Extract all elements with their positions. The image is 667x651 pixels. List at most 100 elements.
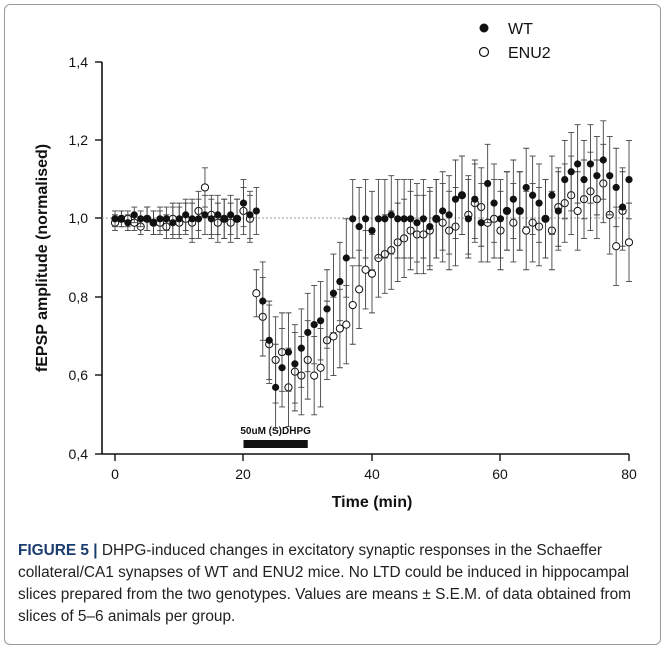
- x-tick-label: 40: [364, 466, 380, 482]
- y-tick-label: 1,4: [69, 54, 89, 70]
- data-point-wt: [496, 215, 505, 223]
- y-tick-label: 0,6: [69, 367, 89, 383]
- y-axis-title: fEPSP amplitude (normalised): [34, 144, 51, 372]
- data-point-wt: [246, 211, 254, 219]
- data-point-wt: [432, 215, 440, 223]
- data-point-enu2: [310, 371, 319, 380]
- data-point-enu2: [200, 183, 210, 192]
- drug-application-bar: [243, 440, 308, 448]
- data-point-enu2: [522, 226, 531, 235]
- data-point-wt: [503, 207, 511, 215]
- x-tick-label: 0: [111, 466, 119, 482]
- data-point-wt: [323, 305, 331, 313]
- y-tick-label: 1,2: [69, 132, 89, 148]
- data-point-wt: [522, 183, 530, 192]
- data-point-wt: [297, 344, 305, 352]
- data-point-enu2: [342, 320, 351, 329]
- data-point-wt: [117, 215, 126, 223]
- data-point-enu2: [329, 332, 338, 341]
- data-point-wt: [111, 215, 119, 223]
- data-point-wt: [156, 215, 164, 223]
- data-point-wt: [426, 223, 434, 231]
- x-tick-label: 60: [492, 466, 508, 482]
- data-point-wt: [548, 191, 556, 199]
- data-point-wt: [233, 215, 241, 223]
- data-point-wt: [606, 172, 614, 180]
- y-tick-label: 0,8: [69, 289, 89, 305]
- data-point-wt: [368, 226, 376, 235]
- data-point-wt: [175, 215, 183, 223]
- data-point-wt: [477, 219, 485, 227]
- data-point-wt: [599, 156, 607, 164]
- data-point-enu2: [624, 238, 634, 247]
- legend-label-enu2: ENU2: [508, 45, 551, 62]
- data-point-wt: [143, 215, 151, 223]
- data-point-wt: [439, 207, 447, 215]
- data-point-wt: [471, 195, 479, 203]
- legend-marker-enu2: [478, 46, 490, 58]
- figure-caption: FIGURE 5 | DHPG-induced changes in excit…: [18, 540, 648, 628]
- drug-application-label: 50uM (S)DHPG: [240, 426, 311, 437]
- data-point-wt: [207, 215, 215, 223]
- data-point-wt: [137, 215, 145, 223]
- data-point-wt: [349, 215, 357, 223]
- data-point-wt: [252, 207, 260, 215]
- data-point-wt: [272, 383, 280, 391]
- data-point-enu2: [316, 363, 325, 372]
- data-point-wt: [400, 215, 408, 223]
- data-point-wt: [227, 211, 235, 219]
- data-point-wt: [580, 176, 588, 184]
- data-point-wt: [567, 168, 575, 176]
- data-point-wt: [336, 277, 344, 286]
- data-point-wt: [541, 215, 550, 223]
- y-tick-label: 0,4: [69, 446, 89, 462]
- data-point-wt: [239, 199, 248, 207]
- x-tick-label: 20: [235, 466, 251, 482]
- data-point-wt: [458, 191, 466, 199]
- figure-frame: [4, 4, 661, 645]
- data-point-enu2: [361, 265, 370, 274]
- data-point-wt: [201, 211, 209, 219]
- data-point-wt: [220, 215, 228, 223]
- data-point-wt: [342, 254, 350, 262]
- x-axis-title: Time (min): [332, 494, 413, 511]
- data-point-wt: [304, 328, 312, 337]
- chart: WT ENU2 0,4 0,6 0,8 1,0 1,2 1,4 0 20 40 …: [34, 21, 637, 511]
- data-point-wt: [278, 364, 286, 372]
- data-series: [110, 120, 634, 431]
- x-axis-ticks: 0 20 40 60 80: [111, 454, 637, 482]
- data-point-wt: [413, 219, 421, 227]
- caption-label: FIGURE 5 |: [18, 542, 98, 559]
- data-point-wt: [561, 176, 569, 184]
- data-point-enu2: [355, 285, 364, 294]
- data-point-wt: [162, 215, 170, 223]
- data-point-enu2: [252, 289, 261, 298]
- data-point-wt: [194, 215, 203, 223]
- data-point-wt: [625, 176, 633, 184]
- data-point-wt: [214, 211, 222, 219]
- data-point-wt: [374, 215, 383, 223]
- data-point-wt: [169, 219, 177, 227]
- data-point-wt: [490, 199, 498, 207]
- data-point-wt: [361, 215, 370, 223]
- data-point-wt: [574, 160, 582, 168]
- data-point-wt: [130, 211, 138, 219]
- data-point-wt: [182, 211, 190, 219]
- data-point-enu2: [573, 206, 582, 216]
- data-point-wt: [593, 172, 601, 180]
- data-point-wt: [464, 215, 472, 223]
- data-point-wt: [317, 317, 325, 325]
- data-point-enu2: [335, 324, 344, 333]
- data-point-wt: [188, 215, 196, 223]
- data-point-wt: [149, 219, 158, 227]
- data-point-wt: [394, 215, 402, 223]
- data-point-wt: [516, 207, 524, 215]
- data-point-wt: [124, 219, 132, 227]
- data-point-enu2: [348, 300, 357, 310]
- data-point-wt: [387, 211, 395, 219]
- legend-label-wt: WT: [508, 21, 533, 38]
- x-tick-label: 80: [621, 466, 637, 482]
- y-axis-ticks: 0,4 0,6 0,8 1,0 1,2 1,4: [69, 54, 102, 462]
- data-point-wt: [406, 215, 415, 223]
- series-enu2: [110, 143, 634, 428]
